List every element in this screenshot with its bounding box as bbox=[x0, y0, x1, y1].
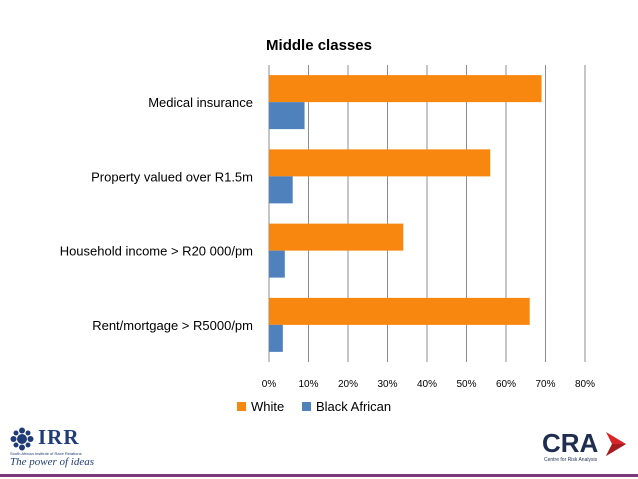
cra-logo: CRA Centre for Risk Analysis bbox=[540, 428, 635, 468]
x-tick-labels: 0% 10% 20% 30% 40% 50% 60% 70% 80% bbox=[262, 379, 595, 390]
bar-white bbox=[269, 149, 491, 177]
legend-label: White bbox=[251, 399, 284, 414]
bar-black-african bbox=[269, 102, 305, 130]
x-tick-label: 50% bbox=[456, 379, 476, 390]
bar-white bbox=[269, 297, 530, 325]
x-tick-label: 60% bbox=[496, 379, 516, 390]
legend: White Black African bbox=[237, 399, 391, 414]
category-labels: Medical insurance Property valued over R1… bbox=[60, 95, 253, 333]
x-tick-label: 40% bbox=[417, 379, 437, 390]
footer-divider bbox=[0, 474, 638, 477]
irr-logo-name: IRR bbox=[38, 425, 80, 449]
chart-title: Middle classes bbox=[266, 37, 372, 54]
irr-emblem-icon bbox=[10, 427, 34, 451]
cra-logo-name: CRA bbox=[542, 428, 599, 458]
bar-black-african bbox=[269, 250, 285, 278]
irr-logo-subtitle: South African Institute of Race Relation… bbox=[10, 451, 82, 456]
bars bbox=[269, 75, 542, 352]
x-tick-label: 80% bbox=[575, 379, 595, 390]
irr-logo: IRR South African Institute of Race Rela… bbox=[10, 425, 120, 471]
x-tick-label: 30% bbox=[377, 379, 397, 390]
irr-logo-tagline: The power of ideas bbox=[10, 456, 95, 468]
legend-swatch bbox=[302, 402, 311, 411]
x-tick-label: 10% bbox=[298, 379, 318, 390]
category-label: Property valued over R1.5m bbox=[91, 169, 253, 184]
category-label: Medical insurance bbox=[148, 95, 253, 110]
legend-swatch bbox=[237, 402, 246, 411]
bar-black-african bbox=[269, 324, 283, 352]
cra-logo-subtitle: Centre for Risk Analysis bbox=[544, 457, 598, 463]
x-tick-label: 70% bbox=[535, 379, 555, 390]
cra-arrow-icon bbox=[606, 432, 626, 456]
x-tick-label: 20% bbox=[338, 379, 358, 390]
bar-white bbox=[269, 75, 542, 103]
category-label: Household income > R20 000/pm bbox=[60, 244, 253, 259]
legend-label: Black African bbox=[316, 399, 391, 414]
bar-black-african bbox=[269, 176, 293, 204]
category-label: Rent/mortgage > R5000/pm bbox=[92, 318, 253, 333]
bar-white bbox=[269, 223, 404, 251]
x-tick-label: 0% bbox=[262, 379, 277, 390]
